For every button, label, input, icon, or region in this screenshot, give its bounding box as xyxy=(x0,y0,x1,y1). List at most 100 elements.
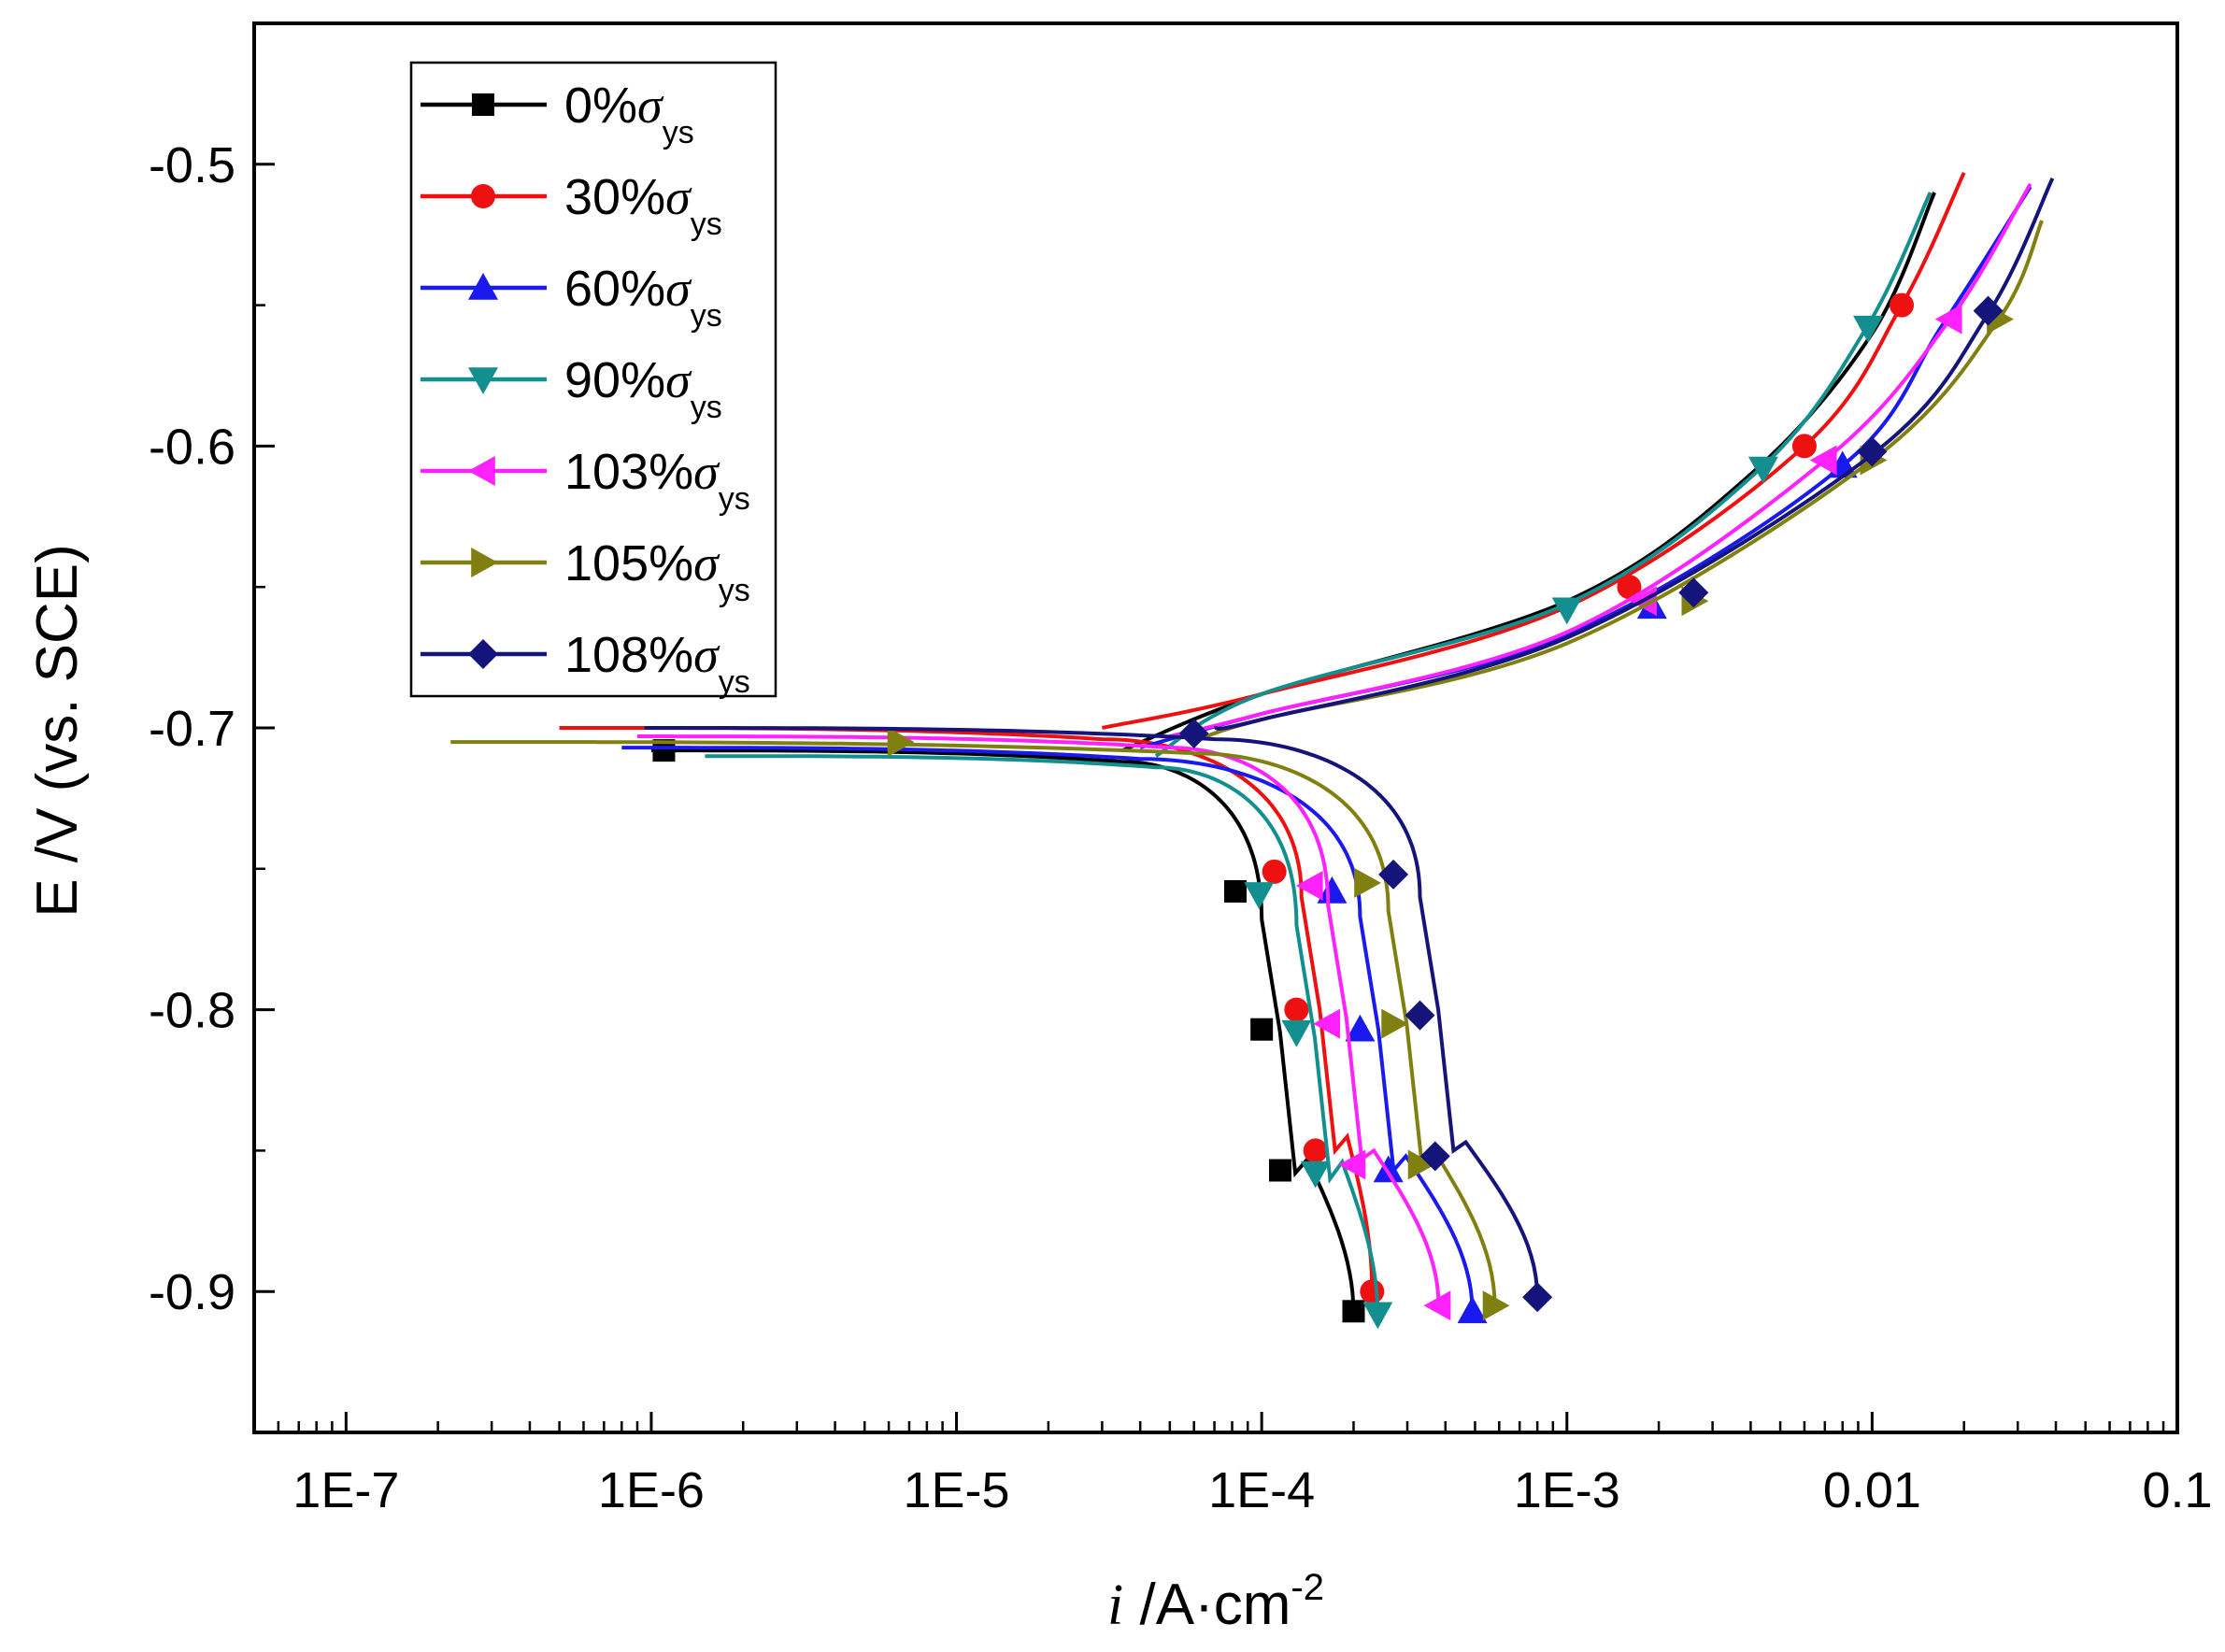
y-axis-label: E /V (vs. SCE) xyxy=(25,544,90,918)
data-point-circle xyxy=(1360,1279,1385,1304)
x-axis-label: i /A·cm-2 xyxy=(1107,1567,1324,1637)
legend-entry: 103%σys xyxy=(421,444,750,517)
legend-label-sigma: σ xyxy=(637,78,664,134)
data-point-triangle-right xyxy=(1482,1290,1510,1321)
data-point-triangle-down xyxy=(1362,1302,1393,1330)
x-tick-label: 0.01 xyxy=(1823,1462,1921,1518)
legend-label: 105%σys xyxy=(564,535,750,608)
data-point-diamond xyxy=(1522,1282,1553,1313)
data-point-circle xyxy=(1617,575,1642,600)
data-point-square xyxy=(1224,879,1248,903)
legend-label-subscript: ys xyxy=(719,573,750,608)
cathodic-branch-line xyxy=(450,740,1497,1306)
data-point-diamond xyxy=(1419,1141,1450,1172)
x-tick-label: 1E-3 xyxy=(1514,1462,1620,1518)
legend-label: 60%σys xyxy=(564,261,722,334)
data-point-square xyxy=(1268,1159,1291,1182)
series-diamond xyxy=(644,178,2055,1313)
tick-layer: 1E-7 1E-6 1E-5 1E-4 1E-3 0.01 0.1 -0.5 -0.6 -0.7 -… xyxy=(149,137,2213,1518)
legend-marker-triangle-right xyxy=(471,548,498,577)
x-axis-label-symbol: i xyxy=(1107,1574,1123,1637)
x-tick-label: 1E-6 xyxy=(598,1462,705,1518)
legend: 0%σys30%σys60%σys90%σys103%σys105%σys108… xyxy=(409,61,777,700)
x-tick-label: 1E-4 xyxy=(1208,1462,1315,1518)
legend-label-sigma: σ xyxy=(693,627,720,683)
y-tick-label: -0.6 xyxy=(149,419,235,475)
data-point-triangle-up xyxy=(1317,876,1348,904)
data-point-circle xyxy=(1262,859,1287,884)
legend-entry: 0%σys xyxy=(421,78,694,150)
y-tick-label: -0.7 xyxy=(149,701,235,757)
legend-label-value: 60% xyxy=(564,261,665,317)
series-layer xyxy=(450,171,2055,1330)
data-point-square xyxy=(1250,1018,1274,1041)
legend-label-subscript: ys xyxy=(691,206,722,242)
legend-entry: 108%σys xyxy=(421,627,750,700)
legend-label-sigma: σ xyxy=(693,535,720,591)
legend-marker-triangle-left xyxy=(468,456,495,486)
y-tick-label: -0.9 xyxy=(149,1264,235,1320)
data-point-triangle-up xyxy=(1373,1155,1404,1183)
series-triangle-down xyxy=(705,192,1933,1330)
legend-label-sigma: σ xyxy=(665,169,692,225)
legend-label-value: 30% xyxy=(564,169,665,225)
legend-label-sigma: σ xyxy=(693,444,720,500)
legend-marker-triangle-down xyxy=(468,367,498,394)
y-tick-label: -0.5 xyxy=(149,137,235,193)
data-point-triangle-down xyxy=(1281,1019,1312,1047)
legend-label: 103%σys xyxy=(564,444,750,517)
legend-marker-triangle-up xyxy=(468,273,498,300)
data-point-triangle-up xyxy=(1345,1014,1376,1042)
data-point-triangle-right xyxy=(1381,1008,1409,1039)
legend-label-subscript: ys xyxy=(719,481,750,517)
data-point-triangle-down xyxy=(1551,597,1582,625)
legend-marker-diamond xyxy=(468,639,498,669)
data-point-diamond xyxy=(1973,295,2004,326)
data-point-triangle-right xyxy=(1354,867,1381,898)
legend-label-sigma: σ xyxy=(665,261,692,317)
cathodic-branch-line xyxy=(621,746,1475,1312)
legend-label: 108%σys xyxy=(564,627,750,700)
legend-label: 30%σys xyxy=(564,169,722,242)
data-point-triangle-down xyxy=(1244,882,1275,909)
data-point-diamond xyxy=(1857,436,1888,467)
data-point-diamond xyxy=(1405,1000,1435,1031)
legend-marker-square xyxy=(472,93,494,116)
legend-entry: 105%σys xyxy=(421,535,750,608)
legend-marker-circle xyxy=(471,184,495,208)
y-tick-label: -0.8 xyxy=(149,983,235,1039)
data-point-triangle-left xyxy=(1423,1290,1451,1321)
cathodic-branch-line xyxy=(705,754,1380,1317)
data-point-circle xyxy=(1791,434,1817,459)
legend-label-value: 90% xyxy=(564,352,665,408)
legend-label-value: 103% xyxy=(564,444,693,500)
data-point-circle xyxy=(1303,1138,1328,1163)
data-point-triangle-left xyxy=(1934,304,1962,335)
data-point-triangle-up xyxy=(1457,1296,1488,1324)
x-tick-label: 1E-5 xyxy=(904,1462,1010,1518)
data-point-triangle-down xyxy=(1747,456,1778,484)
cathodic-branch-line xyxy=(644,726,1540,1298)
legend-entry: 90%σys xyxy=(421,352,722,425)
legend-label-sigma: σ xyxy=(665,352,692,408)
data-point-triangle-left xyxy=(1295,870,1323,901)
x-tick-label: 1E-7 xyxy=(292,1462,399,1518)
data-point-circle xyxy=(1890,292,1915,318)
legend-label-value: 105% xyxy=(564,535,693,591)
x-tick-label: 0.1 xyxy=(2142,1462,2212,1518)
data-point-diamond xyxy=(1178,719,1209,749)
data-point-triangle-left xyxy=(1809,445,1837,476)
legend-label-subscript: ys xyxy=(691,390,722,425)
data-point-diamond xyxy=(1378,859,1409,890)
data-point-triangle-down xyxy=(1853,315,1884,343)
data-point-circle xyxy=(1284,997,1309,1022)
data-point-square xyxy=(1342,1300,1365,1323)
legend-entry: 30%σys xyxy=(421,169,722,242)
data-point-triangle-right xyxy=(887,727,915,758)
data-point-diamond xyxy=(1678,577,1709,608)
legend-label-value: 0% xyxy=(564,78,637,134)
x-axis-label-exponent: -2 xyxy=(1291,1567,1324,1608)
legend-label-subscript: ys xyxy=(719,664,750,700)
